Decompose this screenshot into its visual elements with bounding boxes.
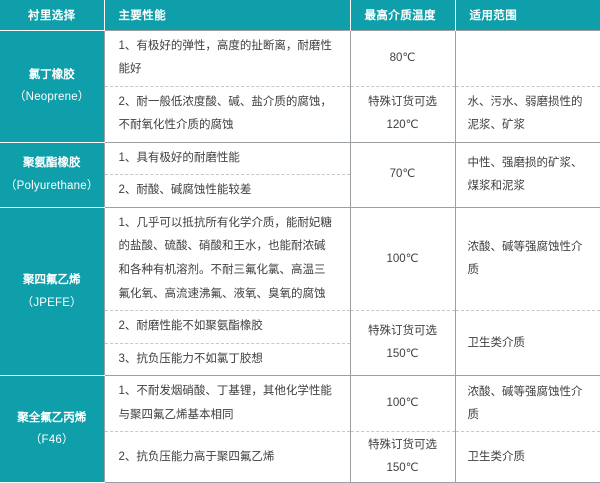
performance-cell: 1、具有极好的耐磨性能: [104, 141, 350, 175]
lining-name-cell: 聚四氟乙烯 （JPEFE）: [0, 206, 105, 377]
cell-line: 特殊订货可选: [368, 439, 437, 452]
lining-name-cell: 聚氨酯橡胶 （Polyurethane）: [0, 141, 105, 208]
table-row: 聚氨酯橡胶 （Polyurethane） 1、具有极好的耐磨性能 70℃ 中性、强磨损的…: [0, 141, 600, 208]
table-row: 聚全氟乙丙烯 （F46） 1、不耐发烟硝酸、丁基锂，其他化学性能 与聚四氟乙烯基本相同…: [0, 375, 600, 483]
lining-name-en: （JPEFE）: [21, 296, 82, 309]
cell-line: 1、不耐发烟硝酸、丁基锂，其他化学性能: [118, 385, 332, 398]
performance-cell: 1、有极好的弹性，高度的扯断离，耐磨性 能好: [104, 29, 350, 87]
performance-cell: 2、耐一般低浓度酸、碱、盐介质的腐蚀， 不耐氧化性介质的腐蚀: [104, 85, 350, 143]
max-temp-cell: 特殊订货可选 150℃: [349, 310, 455, 376]
scope-cell: 浓酸、碱等强腐蚀性介质: [454, 375, 600, 432]
cell-line: 与聚四氟乙烯基本相同: [118, 408, 234, 421]
cell-line: 煤浆和泥浆: [467, 179, 526, 192]
cell-line: 能好: [118, 63, 142, 76]
cell-line: 质: [467, 264, 480, 276]
cell-line: 和各种有机溶剂。不耐三氟化氯、高温三: [118, 264, 326, 276]
table-row: 3、抗负压能力不如氯丁胶想: [0, 342, 600, 376]
table-row: 2、耐酸、碱腐蚀性能较差: [0, 174, 600, 208]
cell-line: 80℃: [389, 51, 416, 64]
scope-cell: 水、污水、弱磨损性的 泥浆、矿浆: [454, 85, 600, 143]
performance-cell: 1、几乎可以抵抗所有化学介质，能耐妃糖 的盐酸、硫酸、硝酸和王水，也能耐浓碱 和各种…: [104, 206, 350, 311]
cell-line: 的盐酸、硫酸、硝酸和王水，也能耐浓碱: [118, 240, 326, 253]
cell-line: 浓酸、碱等强腐蚀性介: [467, 385, 583, 398]
cell-line: 特殊订货可选: [368, 96, 437, 109]
cell-line: 1、几乎可以抵抗所有化学介质，能耐妃糖: [118, 216, 332, 229]
performance-cell: 3、抗负压能力不如氯丁胶想: [104, 342, 350, 376]
column-header-performance: 主要性能: [103, 0, 350, 30]
cell-line: 水、污水、弱磨损性的: [467, 96, 583, 109]
column-header-max-temp: 最高介质温度: [349, 0, 455, 30]
performance-cell: 2、耐酸、碱腐蚀性能较差: [104, 174, 350, 208]
cell-line: 150℃: [386, 348, 419, 361]
cell-line: 2、抗负压能力高于聚四氟乙烯: [118, 450, 275, 463]
table-header: 衬里选择 主要性能 最高介质温度 适用范围: [0, 0, 600, 30]
cell-line: 100℃: [386, 252, 419, 265]
table-row: 聚四氟乙烯 （JPEFE） 1、几乎可以抵抗所有化学介质，能耐妃糖 的盐酸、硫酸、硝酸…: [0, 206, 600, 377]
cell-line: 卫生类介质: [467, 336, 526, 349]
max-temp-cell: 100℃: [349, 375, 455, 432]
max-temp-cell: 特殊订货可选 120℃: [349, 85, 455, 143]
scope-cell: 卫生类介质: [454, 431, 600, 483]
cell-line: 特殊订货可选: [368, 325, 437, 338]
scope-cell: 卫生类介质: [454, 310, 600, 376]
cell-line: 泥浆、矿浆: [467, 119, 526, 132]
max-temp-cell: 100℃: [349, 206, 455, 311]
cell-line: 不耐氧化性介质的腐蚀: [118, 119, 234, 132]
header-row: 衬里选择 主要性能 最高介质温度 适用范围: [0, 0, 600, 30]
cell-line: 70℃: [389, 168, 416, 181]
cell-line: 2、耐磨性能不如聚氨酯橡胶: [118, 320, 263, 333]
cell-line: 浓酸、碱等强腐蚀性介: [467, 241, 583, 253]
performance-cell: 1、不耐发烟硝酸、丁基锂，其他化学性能 与聚四氟乙烯基本相同: [104, 375, 350, 432]
table-row: 氯丁橡胶 （Neoprene） 1、有极好的弹性，高度的扯断离，耐磨性 能好 80℃: [0, 29, 600, 143]
performance-cell: 2、耐磨性能不如聚氨酯橡胶: [104, 310, 350, 344]
lining-name-cn: 聚四氟乙烯: [23, 274, 81, 287]
column-header-lining: 衬里选择: [0, 0, 104, 30]
lining-name-en: （F46）: [29, 434, 74, 447]
table-row: 2、耐磨性能不如聚氨酯橡胶 特殊订货可选 150℃ 卫生类介质: [0, 310, 600, 376]
cell-line: 100℃: [386, 397, 419, 410]
cell-line: 2、耐一般低浓度酸、碱、盐介质的腐蚀，: [118, 95, 332, 108]
lining-name-en: （Polyurethane）: [4, 179, 99, 192]
lining-name-cn: 聚氨酯橡胶: [23, 157, 81, 170]
lining-name-en: （Neoprene）: [13, 91, 90, 104]
scope-cell: 浓酸、碱等强腐蚀性介质: [454, 206, 600, 311]
cell-line: 1、具有极好的耐磨性能: [118, 151, 240, 164]
cell-line: 氟化氧、高流速沸氟、液氧、臭氧的腐蚀: [118, 287, 326, 300]
max-temp-cell: 80℃: [349, 29, 455, 87]
scope-cell: 中性、强磨损的矿浆、 煤浆和泥浆: [454, 141, 600, 208]
lining-name-cn: 聚全氟乙丙烯: [17, 411, 87, 424]
cell-line: 卫生类介质: [467, 450, 526, 463]
cell-line: 3、抗负压能力不如氯丁胶想: [118, 352, 263, 365]
max-temp-cell: 70℃: [349, 141, 455, 208]
cell-line: 120℃: [386, 119, 419, 132]
table-body: 氯丁橡胶 （Neoprene） 1、有极好的弹性，高度的扯断离，耐磨性 能好 80℃ 2、…: [0, 29, 600, 483]
table-row: 2、耐一般低浓度酸、碱、盐介质的腐蚀， 不耐氧化性介质的腐蚀 特殊订货可选 120℃ 水…: [0, 85, 600, 143]
scope-cell: [454, 29, 600, 87]
performance-cell: 2、抗负压能力高于聚四氟乙烯: [104, 431, 350, 483]
max-temp-cell: 特殊订货可选 150℃: [349, 431, 455, 483]
cell-line: 中性、强磨损的矿浆、: [467, 156, 583, 169]
lining-name-cell: 聚全氟乙丙烯 （F46）: [0, 375, 105, 483]
cell-line: 150℃: [386, 462, 419, 475]
cell-line: 2、耐酸、碱腐蚀性能较差: [118, 184, 252, 197]
lining-name-cell: 氯丁橡胶 （Neoprene）: [0, 29, 105, 143]
lining-name-cn: 氯丁橡胶: [28, 68, 75, 81]
column-header-scope: 适用范围: [454, 0, 600, 30]
cell-line: 1、有极好的弹性，高度的扯断离，耐磨性: [118, 39, 332, 52]
cell-line: 质: [467, 408, 480, 421]
